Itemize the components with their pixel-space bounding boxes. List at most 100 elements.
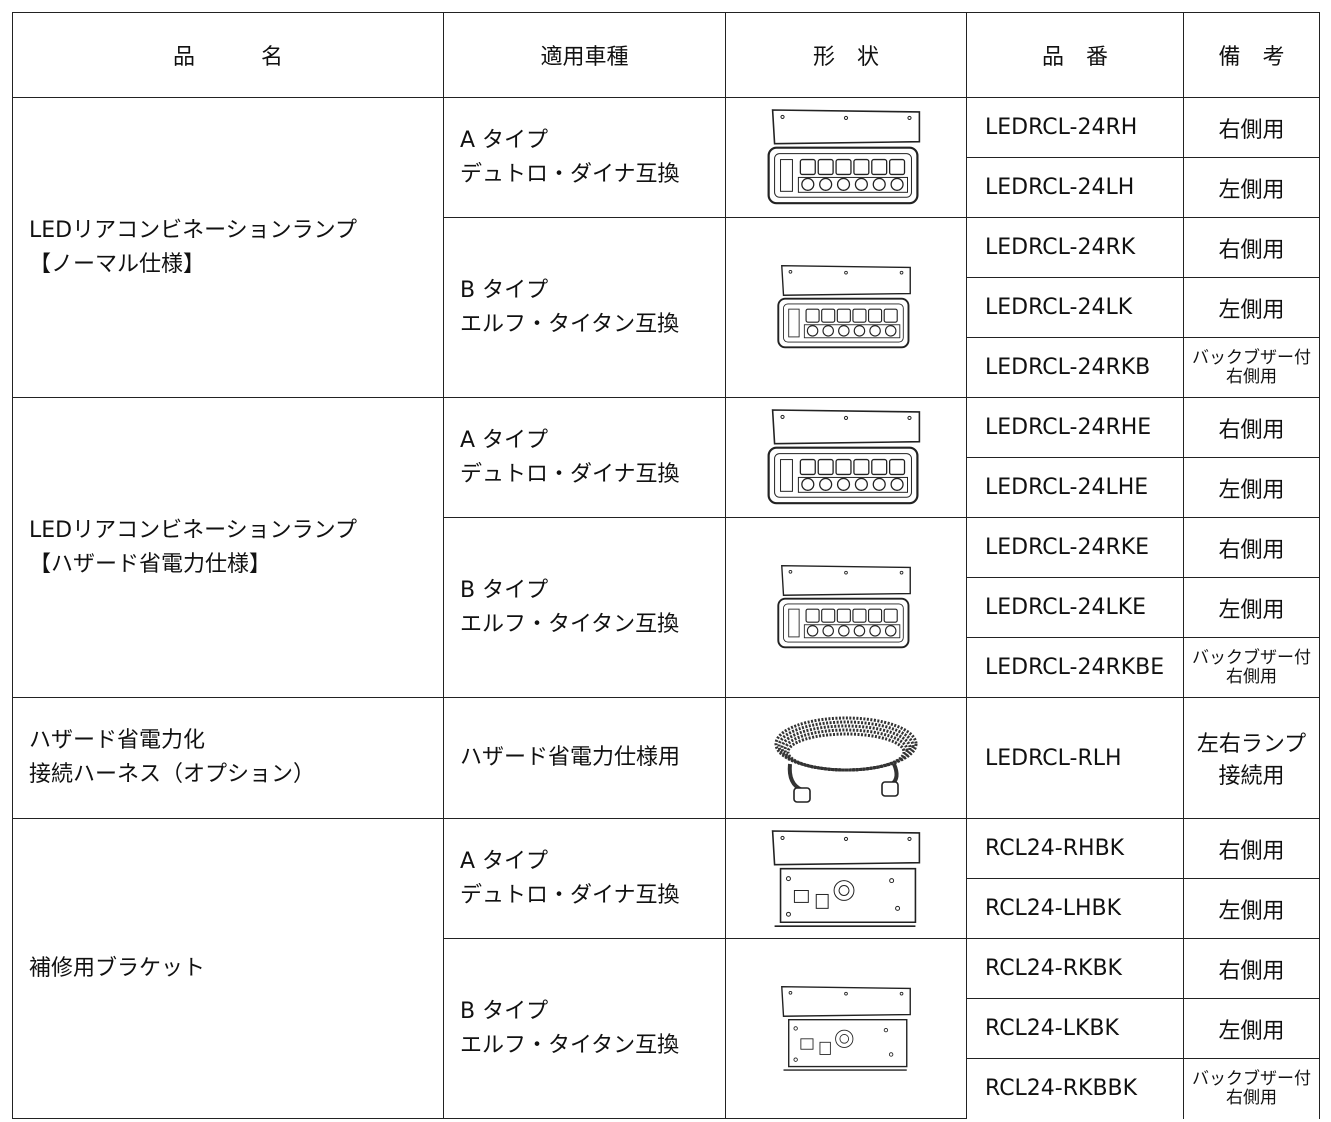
table-row: LEDRCL-24LH 左側用 — [13, 157, 1320, 218]
part-number: LEDRCL-24RKB — [966, 337, 1184, 398]
text-line: 左側用 — [1218, 177, 1285, 203]
text-line: デュトロ・ダイナ互換 — [460, 161, 680, 187]
part-number: LEDRCL-24LK — [966, 277, 1184, 338]
text-line: 右側用 — [1218, 838, 1285, 864]
table-row: RCL24-LKBK 左側用 — [13, 998, 1320, 1059]
shape-cell — [725, 217, 967, 398]
text-line: ハザード省電力仕様用 — [460, 745, 681, 770]
product-name-cell: ハザード省電力化接続ハーネス（オプション） — [12, 697, 444, 819]
text-line: 右側用 — [1226, 366, 1277, 387]
part-number: LEDRCL-24LH — [966, 157, 1184, 218]
part-number: LEDRCL-RLH — [966, 697, 1184, 819]
text-line: 右側用 — [1226, 1087, 1277, 1108]
table-body: LEDリアコンビネーションランプ 【ノーマル仕様】 A タイプ デュトロ・ダイナ互換 … — [12, 97, 1320, 1119]
text-line: A タイプ — [460, 127, 549, 153]
part-number: RCL24-LHBK — [966, 878, 1184, 939]
shape-cell — [725, 517, 967, 698]
text-line: A タイプ — [460, 848, 549, 874]
text-line: エルフ・タイタン互換 — [460, 311, 680, 337]
product-name-cell: LEDリアコンビネーションランプ 【ノーマル仕様】 — [12, 97, 444, 398]
lamp-drawing — [777, 565, 911, 649]
part-number: LEDRCL-24RKE — [966, 517, 1184, 578]
table-row: LEDRCL-24RKB バックブザー付 右側用 — [13, 337, 1320, 398]
lamp-drawing — [767, 109, 921, 205]
note-cell: 左側用 — [1183, 878, 1320, 939]
text-line: LEDリアコンビネーションランプ — [29, 517, 357, 543]
note-cell: 右側用 — [1183, 97, 1320, 158]
text-line: バックブザー付 — [1192, 1068, 1311, 1089]
note-cell: バックブザー付 右側用 — [1183, 1058, 1320, 1119]
product-name-cell: LEDリアコンビネーションランプ 【ハザード省電力仕様】 — [12, 397, 444, 698]
text-line: 接続ハーネス（オプション） — [29, 762, 316, 787]
header-cell: 形 状 — [725, 12, 967, 98]
text-line: 右側用 — [1218, 958, 1285, 984]
vehicle-cell: A タイプデュトロ・ダイナ互換 — [443, 97, 726, 218]
part-number: RCL24-RHBK — [966, 818, 1184, 879]
text-line: B タイプ — [460, 998, 549, 1024]
text-line: 右側用 — [1218, 417, 1285, 443]
text-line: ハザード省電力化 — [29, 728, 206, 753]
text-line: エルフ・タイタン互換 — [460, 1032, 680, 1058]
table-row: B タイプエルフ・タイタン互換 RCL24-RKBK 右側用 — [13, 938, 1320, 1119]
text-line: 右側用 — [1218, 537, 1285, 563]
vehicle-cell: B タイプエルフ・タイタン互換 — [443, 217, 726, 398]
shape-cell — [725, 397, 967, 518]
text-line: 右側用 — [1226, 666, 1277, 687]
text-line: 左側用 — [1218, 477, 1285, 503]
header-cell: 品 番 — [966, 12, 1184, 98]
text-line: 接続用 — [1218, 764, 1285, 789]
shape-cell — [725, 97, 967, 218]
note-cell: 左側用 — [1183, 157, 1320, 218]
note-cell: 右側用 — [1183, 217, 1320, 278]
note-cell: 左側用 — [1183, 577, 1320, 638]
table-row: LEDリアコンビネーションランプ 【ハザード省電力仕様】 A タイプデュトロ・ダイナ… — [12, 397, 1320, 698]
header-cell: 備 考 — [1183, 12, 1320, 98]
text-line: 補修用ブラケット — [29, 955, 206, 981]
table-row: RCL24-RKBBK バックブザー付 右側用 — [13, 1058, 1320, 1119]
vehicle-cell: B タイプエルフ・タイタン互換 — [443, 938, 726, 1119]
text-line: B タイプ — [460, 277, 549, 303]
harness-drawing — [774, 716, 918, 803]
text-line: 【ノーマル仕様】 — [29, 251, 206, 277]
text-line: 左側用 — [1218, 1018, 1285, 1044]
text-line: B タイプ — [460, 577, 549, 603]
part-number: RCL24-RKBBK — [966, 1058, 1184, 1119]
note-cell: 左側用 — [1183, 277, 1320, 338]
note-cell: バックブザー付 右側用 — [1183, 337, 1320, 398]
table-row: LEDRCL-24LK 左側用 — [13, 277, 1320, 338]
table-row: B タイプエルフ・タイタン互換 LEDRCL-24RKE 右側用 — [13, 517, 1320, 698]
note-cell: 左側用 — [1183, 457, 1320, 518]
part-number: LEDRCL-24RK — [966, 217, 1184, 278]
part-number: LEDRCL-24LKE — [966, 577, 1184, 638]
shape-cell — [725, 697, 967, 819]
text-line: バックブザー付 — [1192, 347, 1311, 368]
note-cell: バックブザー付 右側用 — [1183, 637, 1320, 698]
note-cell: 右側用 — [1183, 517, 1320, 578]
lamp-drawing — [777, 265, 911, 349]
vehicle-cell: B タイプエルフ・タイタン互換 — [443, 517, 726, 698]
text-line: デュトロ・ダイナ互換 — [460, 882, 680, 908]
table-row: ハザード省電力化接続ハーネス（オプション） ハザード省電力仕様用 LEDRCL-R… — [12, 697, 1320, 819]
vehicle-cell: ハザード省電力仕様用 — [443, 697, 726, 819]
text-line: エルフ・タイタン互換 — [460, 611, 680, 637]
part-number: LEDRCL-24RH — [966, 97, 1184, 158]
header-row: 品 名 適用車種 形 状 品 番 備 考 — [12, 12, 1320, 98]
part-number: RCL24-RKBK — [966, 938, 1184, 999]
note-cell: 右側用 — [1183, 397, 1320, 458]
text-line: 左側用 — [1218, 297, 1285, 323]
part-number: LEDRCL-24RKBE — [966, 637, 1184, 698]
table-row: 補修用ブラケット A タイプデュトロ・ダイナ互換 RCL24-RHBK 右側用 — [12, 818, 1320, 1119]
text-line: 右側用 — [1218, 237, 1285, 263]
part-number: LEDRCL-24LHE — [966, 457, 1184, 518]
text-line: A タイプ — [460, 427, 549, 453]
vehicle-cell: A タイプデュトロ・ダイナ互換 — [443, 818, 726, 939]
shape-cell — [725, 938, 967, 1119]
text-line: バックブザー付 — [1192, 647, 1311, 668]
table-row: B タイプエルフ・タイタン互換 LEDRCL-24RK 右側用 — [13, 217, 1320, 398]
parts-table: 品 名 適用車種 形 状 品 番 備 考 LEDリアコンビネーションランプ 【ノー… — [12, 12, 1320, 1119]
bracket-drawing — [771, 830, 921, 927]
note-cell: 右側用 — [1183, 818, 1320, 879]
table-row: LEDリアコンビネーションランプ 【ノーマル仕様】 A タイプ デュトロ・ダイナ互換 … — [12, 97, 1320, 398]
text-line: デュトロ・ダイナ互換 — [460, 461, 680, 487]
text-line: 左側用 — [1218, 898, 1285, 924]
